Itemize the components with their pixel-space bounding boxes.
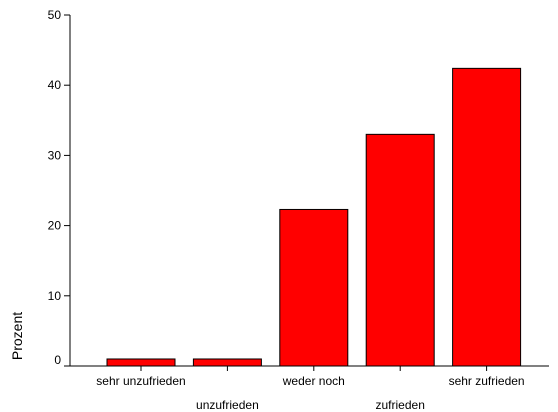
x-tick-label: unzufrieden [196, 398, 259, 412]
y-tick-label: 30 [48, 148, 62, 162]
x-tick-label: weder noch [282, 374, 345, 388]
y-ticks-group: 0 10 20 30 40 50 [48, 8, 70, 367]
axes-group [69, 15, 549, 367]
x-ticks-group: sehr unzufrieden unzufrieden weder noch zuf… [96, 366, 525, 412]
bar [365, 133, 435, 367]
bar [452, 67, 522, 367]
y-tick-label: 50 [48, 8, 62, 22]
bar [192, 358, 262, 367]
x-tick-label: zufrieden [376, 398, 425, 412]
bars-group [106, 67, 522, 367]
x-tick-label: sehr unzufrieden [96, 374, 185, 388]
x-tick-label: sehr zufrieden [449, 374, 525, 388]
y-tick-label: 40 [48, 78, 62, 92]
y-tick-label: 20 [48, 219, 62, 233]
bar [279, 208, 349, 367]
y-tick-label: 10 [48, 289, 62, 303]
y-axis-title: Prozent [9, 312, 25, 360]
y-tick-label: 0 [54, 353, 61, 367]
bar [106, 358, 176, 367]
